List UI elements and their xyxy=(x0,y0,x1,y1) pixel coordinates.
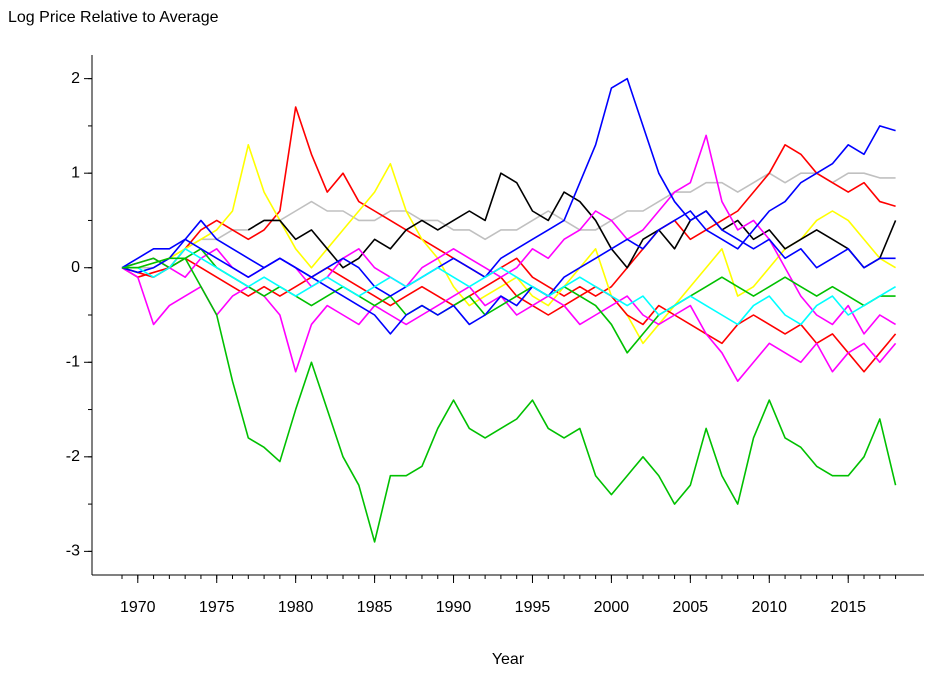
y-tick-label: -3 xyxy=(66,543,80,560)
series-line xyxy=(121,134,896,335)
x-tick-label: 1970 xyxy=(120,599,156,616)
series-line xyxy=(121,106,896,297)
x-tick-label: 2015 xyxy=(830,599,866,616)
x-tick-label: 2005 xyxy=(673,599,709,616)
x-tick-label: 1985 xyxy=(357,599,393,616)
series-line xyxy=(122,248,896,326)
x-axis-label: Year xyxy=(492,651,525,668)
x-tick-label: 1995 xyxy=(515,599,551,616)
x-tick-label: 1990 xyxy=(436,599,472,616)
x-tick-label: 1980 xyxy=(278,599,314,616)
series-line xyxy=(121,77,896,297)
series-line xyxy=(122,144,896,345)
series-line xyxy=(121,125,896,335)
x-tick-label: 2000 xyxy=(594,599,630,616)
y-tick-label: 1 xyxy=(71,164,80,181)
chart-title: Log Price Relative to Average xyxy=(8,9,219,26)
x-tick-label: 1975 xyxy=(199,599,235,616)
series-line xyxy=(121,267,897,382)
y-tick-label: -2 xyxy=(66,448,80,465)
y-tick-label: -1 xyxy=(66,353,80,370)
plot-area xyxy=(121,77,897,543)
series-line xyxy=(247,172,897,269)
y-tick-label: 2 xyxy=(71,70,80,87)
y-tick-label: 0 xyxy=(71,259,80,276)
series-line xyxy=(122,257,897,543)
series-line xyxy=(121,257,897,373)
x-tick-label: 2010 xyxy=(751,599,787,616)
